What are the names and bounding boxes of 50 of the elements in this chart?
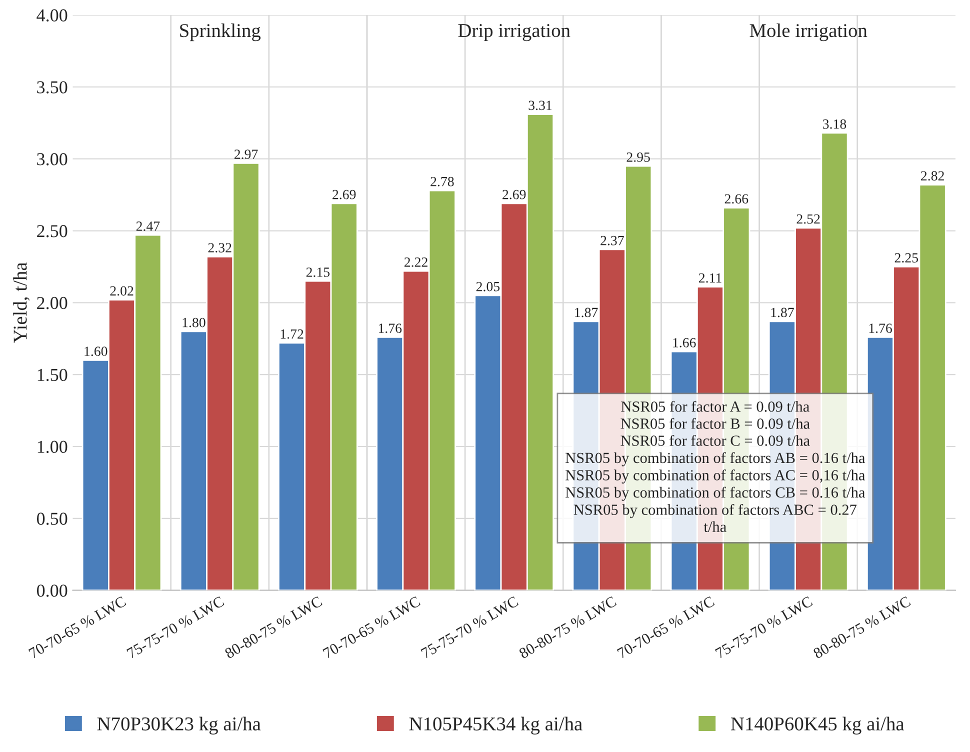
annotation: NSR05 for factor C = 0.09 t/ha xyxy=(620,434,810,446)
annotation: Drip irrigation xyxy=(458,24,570,42)
y-tick-label: 0.00 xyxy=(36,584,68,597)
annotation: NSR05 for factor A = 0.09 t/ha xyxy=(621,400,810,412)
annotation: NSR05 by combination of factors AC = 0,16 t/ha xyxy=(566,469,866,484)
data-label: 1.87 xyxy=(575,308,598,318)
data-label: 1.76 xyxy=(378,324,402,334)
data-label: 3.18 xyxy=(823,119,846,129)
data-label: 1.87 xyxy=(771,308,794,318)
data-label: 2.66 xyxy=(724,194,748,204)
data-label: 2.82 xyxy=(921,171,944,181)
data-label: 2.15 xyxy=(306,268,330,277)
y-tick-label: 1.00 xyxy=(38,440,68,454)
annotation: Sprinkling xyxy=(180,23,261,42)
y-tick-label: 0.50 xyxy=(36,512,68,525)
annotation: NSR05 by combination of factors AB = 0.16 t/ha xyxy=(566,452,866,466)
data-label: 2.52 xyxy=(796,214,820,224)
data-label: 2.05 xyxy=(476,282,500,292)
data-label: 1.66 xyxy=(673,338,696,348)
data-label: 2.22 xyxy=(404,257,428,267)
data-label: 2.47 xyxy=(136,222,160,231)
legend-label: N70P30K23 kg ai/ha xyxy=(97,716,261,734)
data-label: 1.60 xyxy=(84,346,108,356)
data-label: 1.76 xyxy=(869,324,892,334)
data-label: 2.25 xyxy=(894,253,918,263)
data-label: 2.95 xyxy=(626,152,650,162)
y-tick-label: 2.50 xyxy=(37,225,68,238)
y-tick-label: 2.00 xyxy=(37,296,68,310)
data-label: 1.80 xyxy=(182,318,206,328)
data-label: 2.69 xyxy=(332,190,356,200)
data-label: 2.32 xyxy=(208,243,232,253)
data-label: 2.78 xyxy=(430,176,454,186)
y-tick-label: 1.50 xyxy=(38,368,68,382)
legend-label: N105P45K34 kg ai/ha xyxy=(409,716,582,734)
annotation: NSR05 by combination of factors CB = 0.16 t/ha xyxy=(566,486,866,501)
annotation: NSR05 by combination of factors ABC = 0.27 t/ha xyxy=(574,504,857,532)
annotation: Mole irrigation xyxy=(750,23,868,42)
data-label: 3.31 xyxy=(528,100,552,110)
data-label: 2.11 xyxy=(698,273,722,283)
y-tick-label: 3.50 xyxy=(37,81,68,94)
y-tick-label: 3.00 xyxy=(37,153,68,166)
data-label: 2.37 xyxy=(600,236,624,246)
y-axis-title: Yield, t/ha xyxy=(13,262,30,343)
annotation: NSR05 for factor B = 0.09 t/ha xyxy=(620,418,810,429)
data-label: 2.69 xyxy=(502,190,526,200)
data-label: 2.02 xyxy=(110,286,134,296)
data-label: 2.97 xyxy=(234,150,258,160)
legend-label: N140P60K45 kg ai/ha xyxy=(730,716,904,734)
data-label: 1.72 xyxy=(280,329,304,339)
y-tick-label: 4.00 xyxy=(36,9,68,22)
